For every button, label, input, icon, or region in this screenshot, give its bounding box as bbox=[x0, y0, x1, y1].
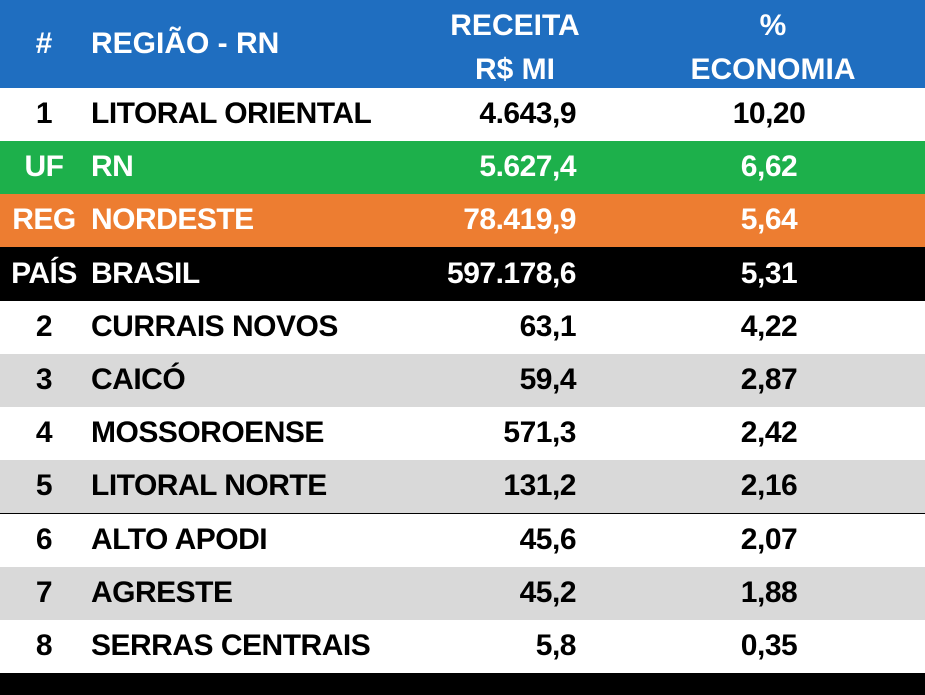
row-num: PAÍS bbox=[11, 256, 77, 290]
table-header: # REGIÃO - RN RECEITA R$ MI % ECONOMIA bbox=[0, 0, 925, 88]
row-region: LITORAL ORIENTAL bbox=[91, 97, 372, 130]
row-num: 5 bbox=[35, 469, 53, 503]
row-num: 7 bbox=[35, 575, 53, 609]
header-region: REGIÃO - RN bbox=[91, 27, 280, 60]
row-economy: 5,64 bbox=[740, 203, 798, 237]
row-num: UF bbox=[24, 150, 65, 184]
row-num: REG bbox=[12, 203, 76, 237]
header-economy: % ECONOMIA bbox=[668, 4, 878, 92]
header-economy-line2: ECONOMIA bbox=[690, 53, 856, 86]
row-economy: 6,62 bbox=[740, 150, 798, 184]
row-revenue: 5.627,4 bbox=[479, 150, 576, 184]
row-revenue: 59,4 bbox=[519, 363, 577, 396]
row-revenue: 571,3 bbox=[503, 416, 576, 450]
row-region: BRASIL bbox=[91, 256, 200, 290]
row-economy: 0,35 bbox=[740, 629, 798, 662]
row-revenue: 45,6 bbox=[519, 522, 577, 556]
row-region: MOSSOROENSE bbox=[91, 416, 324, 450]
row-num: 1 bbox=[35, 97, 53, 130]
row-economy: 2,42 bbox=[740, 416, 798, 450]
row-region: AGRESTE bbox=[91, 575, 233, 609]
table-row: 1 LITORAL ORIENTAL 4.643,9 10,20 bbox=[0, 88, 925, 141]
row-economy: 1,88 bbox=[740, 575, 798, 609]
row-revenue: 63,1 bbox=[519, 309, 577, 343]
row-economy: 2,87 bbox=[740, 363, 798, 396]
row-economy: 4,22 bbox=[740, 309, 798, 343]
table-row: UF RN 5.627,4 6,62 bbox=[0, 141, 925, 195]
row-region: NORDESTE bbox=[91, 203, 254, 237]
table-row: REG NORDESTE 78.419,9 5,64 bbox=[0, 194, 925, 248]
row-region: SERRAS CENTRAIS bbox=[91, 629, 371, 662]
table-row: 2 CURRAIS NOVOS 63,1 4,22 bbox=[0, 300, 925, 354]
header-revenue: RECEITA R$ MI bbox=[415, 4, 615, 92]
table-row: PAÍS BRASIL 597.178,6 5,31 bbox=[0, 247, 925, 301]
row-num: 4 bbox=[35, 416, 53, 450]
row-revenue: 597.178,6 bbox=[447, 256, 576, 290]
row-region: CURRAIS NOVOS bbox=[91, 309, 338, 343]
row-economy: 2,16 bbox=[740, 469, 798, 503]
row-revenue: 5,8 bbox=[535, 629, 577, 662]
header-revenue-line2: R$ MI bbox=[474, 53, 555, 86]
table-row: 8 SERRAS CENTRAIS 5,8 0,35 bbox=[0, 620, 925, 673]
table-row: 4 MOSSOROENSE 571,3 2,42 bbox=[0, 407, 925, 461]
row-economy: 2,07 bbox=[740, 522, 798, 556]
table-row: 7 AGRESTE 45,2 1,88 bbox=[0, 566, 925, 620]
table-row: 3 CAICÓ 59,4 2,87 bbox=[0, 354, 925, 407]
row-economy: 10,20 bbox=[732, 97, 806, 130]
table-row: 5 LITORAL NORTE 131,2 2,16 bbox=[0, 460, 925, 514]
table-row: 6 ALTO APODI 45,6 2,07 bbox=[0, 513, 925, 567]
row-region: RN bbox=[91, 150, 134, 184]
row-num: 6 bbox=[35, 522, 53, 556]
row-economy: 5,31 bbox=[740, 256, 798, 290]
row-revenue: 78.419,9 bbox=[463, 203, 576, 237]
row-revenue: 131,2 bbox=[503, 469, 576, 503]
row-region: LITORAL NORTE bbox=[91, 469, 327, 503]
row-region: ALTO APODI bbox=[91, 522, 268, 556]
row-num: 8 bbox=[35, 629, 53, 662]
header-economy-line1: % bbox=[759, 9, 787, 42]
row-revenue: 45,2 bbox=[519, 575, 577, 609]
header-num: # bbox=[35, 27, 53, 60]
row-revenue: 4.643,9 bbox=[479, 97, 576, 130]
header-revenue-line1: RECEITA bbox=[450, 9, 580, 42]
row-num: 3 bbox=[35, 363, 53, 396]
row-num: 2 bbox=[35, 309, 53, 343]
row-region: CAICÓ bbox=[91, 363, 186, 396]
